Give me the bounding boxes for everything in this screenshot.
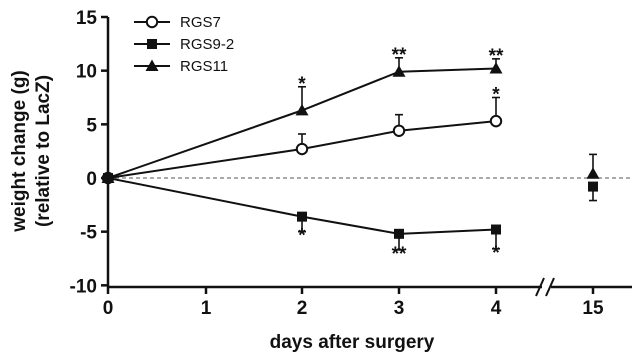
- y-tick-label: -10: [70, 276, 97, 297]
- significance-label-rgs9-2: **: [392, 244, 407, 265]
- series-line-rgs9-2: [107, 177, 497, 235]
- data-point-rgs9-2: [588, 181, 598, 192]
- axis-break-mark: [545, 277, 555, 297]
- axes: -10 -5 0 5 10 15 0 1 2 3 4 15 days after surgery weig…: [9, 8, 632, 353]
- data-point-rgs9-2: [297, 211, 307, 222]
- legend-marker-rgs7: [145, 15, 159, 29]
- y-tick-label: -5: [80, 223, 97, 244]
- series-layer: [101, 56, 600, 251]
- significance-label-rgs9-2: *: [492, 243, 500, 264]
- significance-label-rgs11: **: [489, 46, 504, 67]
- legend-label-rgs11: RGS11: [180, 58, 228, 75]
- x-tick-label: 0: [103, 298, 114, 319]
- data-point-rgs9-2: [394, 228, 404, 239]
- x-tick-label: 1: [201, 298, 212, 319]
- legend-marker-rgs11: [145, 59, 159, 71]
- data-point-rgs11: [101, 171, 115, 183]
- legend-item-rgs9-2: RGS9-2: [134, 36, 234, 53]
- significance-label-rgs7: *: [492, 85, 500, 106]
- legend: RGS7 RGS9-2 RGS11: [134, 14, 234, 75]
- legend-item-rgs11: RGS11: [134, 58, 228, 75]
- legend-item-rgs7: RGS7: [134, 14, 221, 31]
- data-point-rgs11: [586, 167, 600, 179]
- series-rgs7: [101, 96, 503, 185]
- series-line-rgs11: [107, 67, 497, 179]
- data-point-rgs9-2: [491, 224, 501, 235]
- data-point-rgs7: [392, 124, 406, 137]
- series-rgs11: [101, 56, 600, 183]
- significance-label-rgs9-2: *: [298, 226, 306, 247]
- x-tick-label: 2: [297, 298, 308, 319]
- y-axis-title-line1: weight change (g): [9, 70, 30, 233]
- x-tick-label: 3: [394, 298, 405, 319]
- x-tick-label: 15: [582, 298, 604, 319]
- data-point-rgs11: [295, 103, 309, 116]
- data-point-rgs7: [295, 142, 309, 156]
- significance-label-rgs11: **: [392, 45, 407, 66]
- x-tick-label: 4: [491, 298, 502, 319]
- series-line-rgs7: [107, 120, 497, 179]
- y-tick-label: 15: [76, 8, 98, 29]
- y-tick-label: 10: [76, 62, 97, 83]
- significance-label-rgs11: *: [298, 74, 306, 95]
- axis-break-mark: [535, 277, 545, 297]
- y-tick-label: 5: [86, 115, 97, 136]
- legend-label-rgs9-2: RGS9-2: [180, 36, 234, 53]
- y-axis-title: weight change (g) (relative to LacZ): [9, 70, 54, 233]
- data-point-rgs7: [489, 114, 503, 128]
- y-axis-title-line2: (relative to LacZ): [33, 75, 54, 227]
- series-rgs9-2: [103, 173, 598, 251]
- legend-label-rgs7: RGS7: [180, 14, 221, 31]
- y-tick-label: 0: [86, 169, 97, 190]
- legend-marker-rgs9-2: [147, 39, 157, 49]
- data-point-rgs11: [489, 62, 503, 74]
- data-point-rgs11: [392, 65, 406, 77]
- x-axis-title: days after surgery: [270, 332, 435, 353]
